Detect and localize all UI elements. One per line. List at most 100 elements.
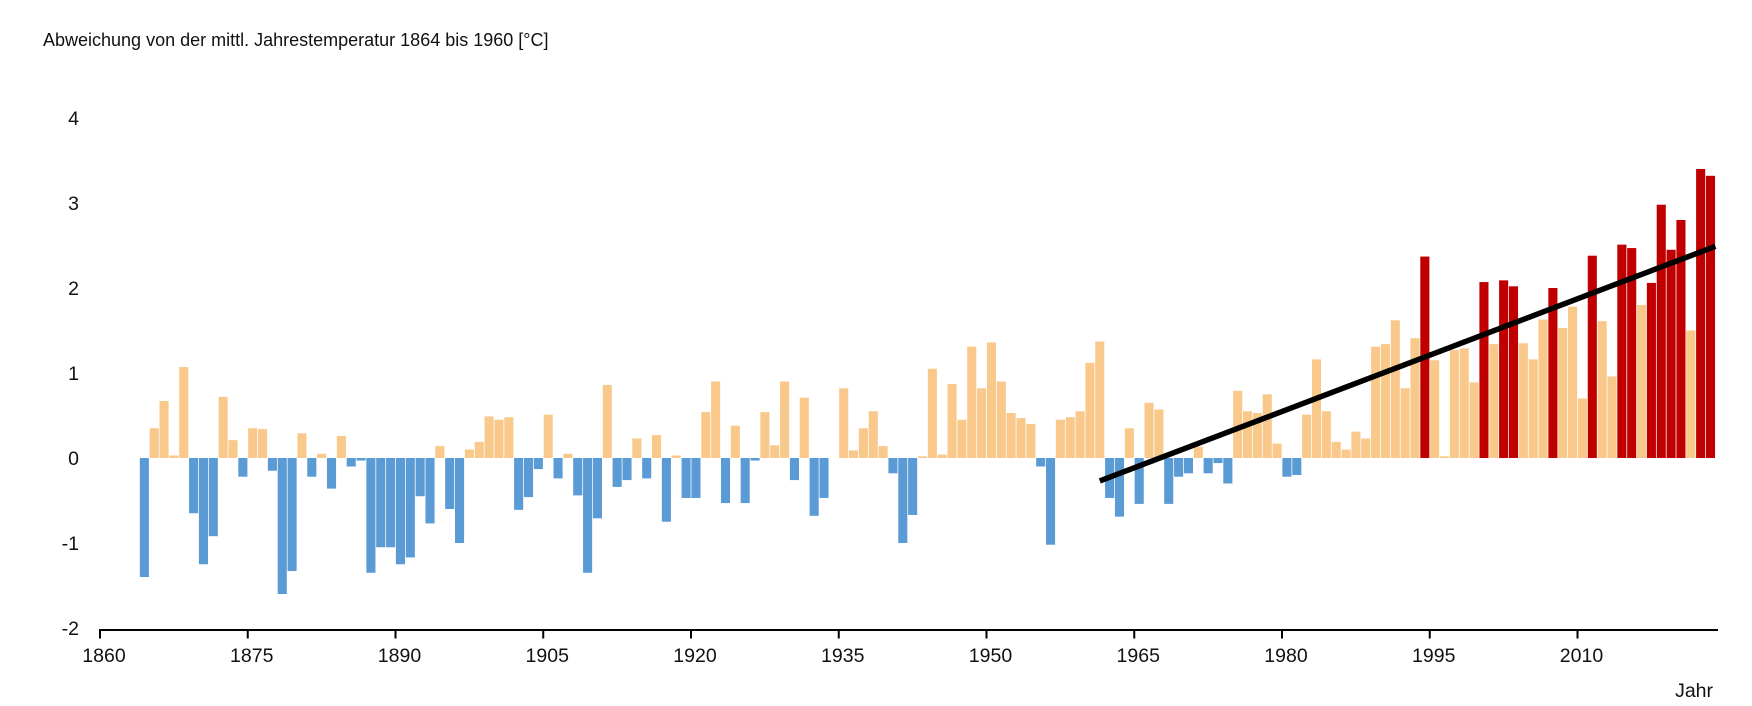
temperature-bar-1987	[1351, 431, 1361, 458]
temperature-bar-2017	[1646, 282, 1656, 458]
temperature-bar-1877	[267, 458, 277, 471]
temperature-bar-1866	[159, 401, 169, 458]
temperature-bar-1944	[927, 368, 937, 458]
temperature-bar-1923	[720, 458, 731, 504]
temperature-bar-1912	[612, 458, 622, 487]
temperature-bar-1908	[573, 458, 583, 496]
temperature-bar-1914	[632, 438, 642, 458]
temperature-bar-2022	[1696, 169, 1706, 458]
temperature-bar-2008	[1558, 327, 1568, 458]
x-axis-tick-label-1950: 1950	[969, 645, 1013, 667]
temperature-bar-1931	[799, 397, 809, 458]
temperature-bar-1933	[819, 458, 829, 498]
temperature-bar-1956	[1046, 458, 1056, 545]
temperature-bar-1978	[1262, 394, 1272, 458]
temperature-bar-2013	[1607, 376, 1617, 458]
y-axis-tick-label-1: 1	[68, 363, 79, 385]
temperature-bar-1948	[967, 346, 977, 458]
temperature-bar-2019	[1666, 249, 1676, 458]
temperature-bar-1985	[1331, 441, 1341, 458]
temperature-bar-1964	[1124, 428, 1134, 458]
temperature-bar-1974	[1223, 458, 1233, 484]
temperature-bar-1955	[1036, 458, 1046, 467]
temperature-bar-2002	[1499, 280, 1509, 458]
temperature-bar-1950	[986, 342, 996, 458]
temperature-bar-1880	[297, 433, 307, 458]
temperature-bar-1983	[1311, 359, 1322, 458]
temperature-bar-1872	[218, 396, 228, 458]
temperature-bar-1887	[366, 458, 376, 573]
temperature-bar-2014	[1617, 244, 1627, 458]
temperature-bar-1938	[868, 411, 878, 458]
temperature-bar-1981	[1292, 458, 1302, 475]
temperature-bar-1979	[1272, 443, 1282, 458]
temperature-bar-1990	[1380, 344, 1390, 458]
temperature-bar-2012	[1597, 321, 1607, 458]
temperature-bar-1893	[425, 458, 435, 524]
temperature-bar-1903	[523, 458, 534, 498]
temperature-bar-1982	[1302, 414, 1312, 458]
x-axis-tick-label-1905: 1905	[526, 645, 570, 667]
temperature-bar-1922	[711, 381, 721, 458]
temperature-bar-1898	[474, 441, 484, 458]
temperature-bar-2018	[1656, 204, 1666, 458]
temperature-bar-1969	[1174, 458, 1184, 477]
temperature-bar-1881	[307, 458, 317, 477]
temperature-bar-1926	[750, 458, 760, 461]
temperature-bar-1932	[809, 458, 819, 516]
temperature-bar-1899	[484, 416, 494, 458]
temperature-bar-1951	[996, 381, 1006, 458]
temperature-bar-1941	[898, 458, 908, 543]
temperature-bar-2009	[1568, 306, 1578, 458]
temperature-bar-1960	[1085, 362, 1095, 458]
temperature-bar-1940	[888, 458, 898, 474]
temperature-bar-1996	[1440, 456, 1450, 458]
temperature-bar-1967	[1154, 409, 1164, 458]
temperature-bar-1888	[376, 458, 386, 548]
temperature-bar-1879	[287, 458, 297, 572]
temperature-bar-1953	[1016, 418, 1026, 458]
temperature-bar-1920	[691, 458, 701, 498]
temperature-bar-1921	[701, 412, 711, 458]
temperature-bar-1980	[1282, 458, 1292, 477]
temperature-bar-1939	[878, 446, 888, 458]
temperature-bar-1977	[1252, 412, 1262, 458]
temperature-bar-1882	[317, 453, 327, 458]
temperature-bar-1954	[1026, 424, 1036, 458]
temperature-bar-1942	[908, 458, 918, 515]
temperature-bar-1958	[1065, 417, 1075, 458]
temperature-bar-1927	[760, 412, 770, 458]
temperature-bar-1892	[415, 458, 425, 497]
temperature-bar-1885	[346, 458, 356, 467]
temperature-bar-1937	[858, 428, 868, 458]
x-axis-tick-label-1860: 1860	[82, 645, 126, 667]
temperature-bar-1991	[1390, 320, 1400, 458]
temperature-bar-1884	[336, 435, 346, 458]
temperature-bar-1972	[1203, 458, 1213, 474]
temperature-bar-1961	[1095, 341, 1105, 458]
temperature-bar-1997	[1449, 350, 1459, 458]
temperature-bar-1867	[169, 455, 179, 458]
temperature-bar-1995	[1430, 360, 1440, 458]
temperature-bar-1909	[583, 458, 593, 573]
temperature-bar-1890	[395, 458, 405, 565]
temperature-bar-1895	[445, 458, 455, 509]
temperature-bar-1905	[543, 414, 553, 458]
temperature-bar-1915	[642, 458, 652, 479]
temperature-bar-2020	[1676, 220, 1686, 458]
temperature-bar-1957	[1055, 419, 1065, 458]
temperature-bar-1869	[189, 458, 199, 514]
temperature-bar-2001	[1489, 344, 1499, 458]
temperature-bar-1913	[622, 458, 632, 481]
temperature-bar-2011	[1587, 255, 1597, 458]
temperature-bar-1986	[1341, 449, 1351, 458]
x-axis-tick-label-1920: 1920	[673, 645, 717, 667]
x-axis-tick-label-1995: 1995	[1412, 645, 1456, 667]
temperature-bar-1900	[494, 419, 504, 458]
temperature-bar-2007	[1548, 288, 1558, 458]
temperature-bar-1894	[435, 446, 445, 458]
temperature-bar-1871	[208, 458, 218, 537]
temperature-bar-2000	[1479, 282, 1489, 458]
